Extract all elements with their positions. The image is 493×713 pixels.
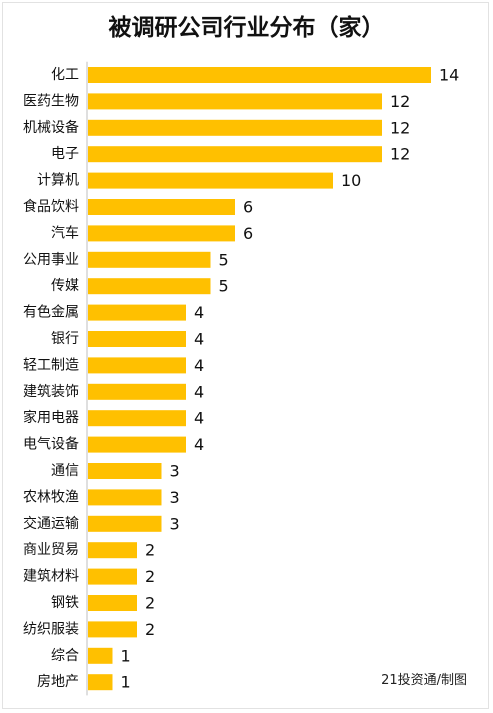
- value-label: 3: [170, 488, 180, 507]
- category-label: 建筑装饰: [23, 384, 79, 400]
- bar: [88, 67, 431, 83]
- bar: [88, 278, 211, 295]
- bar: [88, 647, 113, 664]
- bar: [88, 331, 186, 347]
- value-label: 14: [439, 66, 459, 85]
- value-label: 1: [121, 646, 131, 665]
- category-label: 机械设备: [23, 119, 79, 136]
- credit-text: 21投资通/制图: [381, 673, 467, 688]
- category-label: 轻工制造: [23, 357, 79, 373]
- value-label: 4: [194, 409, 204, 428]
- bar: [88, 146, 382, 163]
- category-label: 化工: [51, 67, 79, 83]
- bar: [88, 251, 211, 268]
- value-label: 4: [194, 330, 204, 349]
- category-label: 综合: [51, 648, 79, 664]
- value-label: 3: [170, 514, 180, 533]
- category-label: 房地产: [37, 674, 79, 690]
- bar: [88, 489, 162, 506]
- value-label: 5: [219, 250, 229, 269]
- value-label: 4: [194, 356, 204, 375]
- value-label: 4: [194, 382, 204, 401]
- bar: [88, 463, 162, 479]
- value-label: 2: [145, 567, 155, 586]
- bar: [88, 383, 186, 400]
- value-label: 10: [341, 171, 361, 190]
- bar: [88, 568, 137, 585]
- category-label: 交通运输: [23, 515, 79, 532]
- value-label: 3: [170, 462, 180, 481]
- category-label: 通信: [51, 463, 79, 479]
- bar: [88, 542, 137, 559]
- category-label: 银行: [51, 331, 79, 347]
- category-label: 农林牧渔: [23, 489, 79, 505]
- category-label: 家用电器: [23, 409, 79, 426]
- category-label: 医药生物: [23, 93, 79, 109]
- bar: [88, 172, 333, 189]
- bar: [88, 357, 186, 374]
- category-label: 公用事业: [23, 252, 79, 268]
- value-label: 2: [145, 620, 155, 639]
- category-label: 建筑材料: [23, 569, 79, 585]
- bar: [88, 304, 186, 321]
- bar: [88, 225, 235, 242]
- bar: [88, 119, 382, 136]
- value-label: 6: [243, 224, 253, 243]
- bar: [88, 93, 382, 110]
- value-label: 2: [145, 594, 155, 613]
- chart-frame: [2, 2, 489, 709]
- bar: [88, 515, 162, 532]
- value-label: 2: [145, 541, 155, 560]
- category-label: 纺织服装: [23, 621, 79, 637]
- value-label: 4: [194, 303, 204, 322]
- value-label: 12: [390, 145, 410, 164]
- bar: [88, 199, 235, 215]
- value-label: 5: [219, 277, 229, 296]
- category-label: 电气设备: [23, 436, 79, 453]
- bar: [88, 674, 113, 691]
- value-label: 6: [243, 198, 253, 217]
- category-label: 汽车: [51, 224, 79, 241]
- value-label: 4: [194, 435, 204, 454]
- bar: [88, 621, 137, 638]
- category-label: 有色金属: [23, 304, 79, 321]
- category-label: 计算机: [37, 173, 79, 189]
- category-label: 传媒: [51, 278, 79, 294]
- bar: [88, 595, 137, 611]
- chart-title: 被调研公司行业分布（家）: [108, 15, 385, 41]
- category-label: 商业贸易: [23, 542, 79, 558]
- bar: [88, 436, 186, 453]
- value-label: 12: [390, 118, 410, 137]
- category-label: 钢铁: [51, 595, 79, 611]
- category-label: 食品饮料: [23, 198, 79, 215]
- value-label: 1: [121, 673, 131, 692]
- value-label: 12: [390, 92, 410, 111]
- category-label: 电子: [51, 146, 79, 162]
- bar: [88, 410, 186, 427]
